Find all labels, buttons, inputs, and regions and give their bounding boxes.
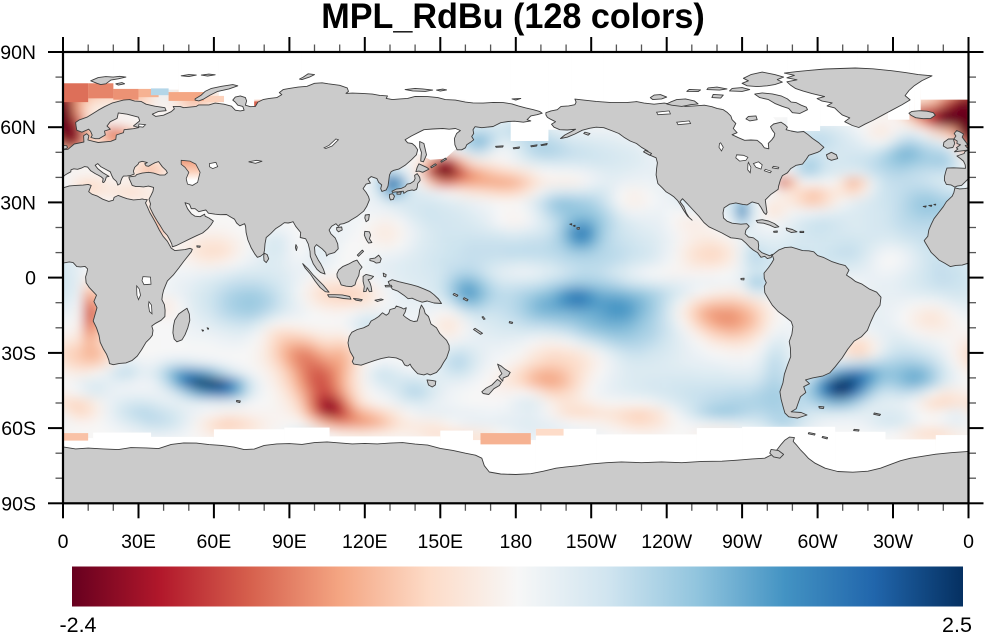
- svg-text:30W: 30W: [873, 531, 914, 553]
- svg-text:-2.4: -2.4: [59, 613, 96, 634]
- svg-text:150E: 150E: [418, 531, 464, 553]
- svg-text:60S: 60S: [1, 418, 36, 440]
- svg-text:30E: 30E: [121, 531, 156, 553]
- svg-text:60E: 60E: [197, 531, 232, 553]
- svg-text:90E: 90E: [272, 531, 307, 553]
- svg-text:120E: 120E: [342, 531, 388, 553]
- svg-text:30S: 30S: [1, 343, 36, 365]
- svg-text:0: 0: [963, 531, 974, 553]
- svg-text:90W: 90W: [722, 531, 763, 553]
- svg-text:120W: 120W: [641, 531, 693, 553]
- svg-text:90N: 90N: [0, 42, 36, 64]
- svg-text:0: 0: [58, 531, 69, 553]
- svg-text:0: 0: [25, 268, 36, 290]
- svg-text:MPL_RdBu (128 colors): MPL_RdBu (128 colors): [321, 0, 705, 36]
- svg-text:60N: 60N: [0, 117, 36, 139]
- svg-text:2.5: 2.5: [942, 613, 972, 634]
- svg-text:150W: 150W: [566, 531, 618, 553]
- svg-text:30N: 30N: [0, 192, 36, 214]
- svg-text:60W: 60W: [798, 531, 839, 553]
- svg-text:180: 180: [500, 531, 533, 553]
- svg-text:90S: 90S: [1, 493, 36, 515]
